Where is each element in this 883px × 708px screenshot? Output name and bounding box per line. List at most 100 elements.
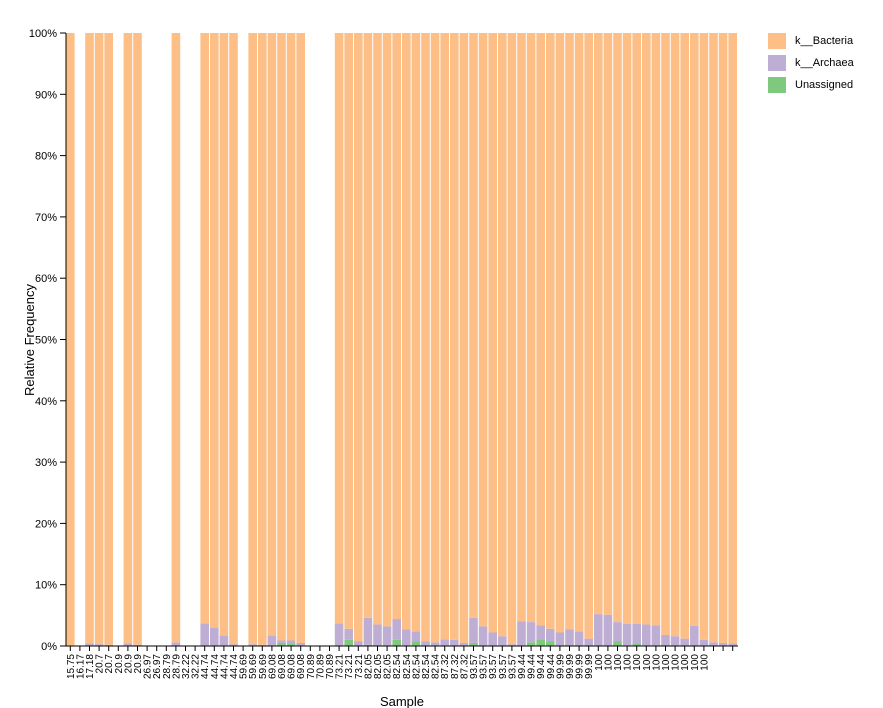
- y-tick-label: 0%: [41, 641, 57, 653]
- bar-segment-karchaea: [469, 617, 478, 643]
- bar-segment-karchaea: [613, 622, 622, 642]
- bar-segment-karchaea: [171, 642, 181, 646]
- x-tick-label: 20.9: [114, 654, 125, 674]
- x-tick-label: 100: [651, 654, 662, 671]
- bar-segment-kbacteria: [526, 33, 536, 623]
- bar-segment-karchaea: [536, 625, 545, 640]
- y-axis: 0% 10% 20% 30% 40% 50% 60% 70% 80% 90% 100%: [29, 28, 67, 653]
- x-tick-label: 32.22: [181, 654, 192, 679]
- x-tick-label: 100: [632, 654, 643, 671]
- bar-segment-karchaea: [267, 635, 277, 646]
- bar-segment-karchaea: [651, 625, 661, 646]
- y-tick-label: 60%: [35, 273, 57, 285]
- bar-segment-karchaea: [670, 636, 680, 646]
- bar-segment-karchaea: [642, 624, 651, 646]
- x-tick-label: 100: [661, 654, 672, 671]
- legend-item-unassigned: Unassigned: [768, 74, 854, 96]
- x-tick-label: 93.57: [488, 654, 499, 679]
- bar-segment-karchaea: [507, 644, 517, 646]
- bar-segment-kbacteria: [450, 33, 459, 640]
- bar-segment-kbacteria: [498, 33, 507, 637]
- bar-segment-karchaea: [603, 614, 613, 646]
- bar-segment-unassigned: [286, 643, 296, 646]
- legend-label-archaea: k__Archaea: [795, 57, 854, 69]
- bar-segment-karchaea: [699, 639, 709, 646]
- x-tick-label: 93.57: [498, 654, 509, 679]
- legend-swatch-bacteria: [768, 33, 786, 49]
- bar-segment-kbacteria: [718, 33, 728, 643]
- x-tick-label: 100: [613, 654, 624, 671]
- x-tick-label: 82.54: [411, 654, 422, 679]
- bar-segment-kbacteria: [670, 33, 680, 637]
- y-tick-label: 30%: [35, 457, 57, 469]
- bar-segment-unassigned: [469, 642, 478, 646]
- bar-segment-kbacteria: [594, 33, 603, 615]
- bar-segment-karchaea: [219, 635, 229, 646]
- bar-segment-karchaea: [277, 640, 286, 643]
- y-tick-label: 20%: [35, 518, 57, 530]
- x-tick-label: 73.21: [344, 654, 355, 679]
- bar-segment-unassigned: [536, 639, 545, 646]
- bar-segment-karchaea: [258, 644, 267, 646]
- x-tick-label: 59.69: [248, 654, 259, 679]
- bar-segment-unassigned: [277, 642, 286, 646]
- bar-segment-karchaea: [210, 627, 219, 646]
- bar-segment-karchaea: [85, 643, 94, 646]
- bar-segment-kbacteria: [66, 33, 75, 646]
- bar-segment-kbacteria: [622, 33, 632, 624]
- bar-segment-kbacteria: [210, 33, 219, 628]
- x-tick-label: 93.57: [479, 654, 490, 679]
- x-tick-label: 44.74: [200, 654, 211, 679]
- bar-segment-kbacteria: [402, 33, 411, 630]
- x-tick-label: 99.99: [584, 654, 595, 679]
- bar-segment-karchaea: [478, 626, 488, 646]
- bar-segment-kbacteria: [85, 33, 94, 644]
- x-tick-label: 70.89: [315, 654, 326, 679]
- bar-segment-kbacteria: [651, 33, 661, 626]
- bar-segment-karchaea: [459, 642, 469, 646]
- bar-segment-kbacteria: [478, 33, 488, 627]
- bar-segment-unassigned: [546, 641, 555, 646]
- x-tick-label: 87.32: [450, 654, 461, 679]
- x-tick-label: 93.57: [469, 654, 480, 679]
- bar-segment-karchaea: [498, 636, 507, 646]
- x-tick-label: 26.97: [152, 654, 163, 679]
- bar-segment-kbacteria: [690, 33, 699, 626]
- x-tick-label: 20.9: [123, 654, 134, 674]
- bar-segment-karchaea: [709, 642, 718, 646]
- bar-segment-unassigned: [526, 642, 536, 646]
- bar-segment-karchaea: [344, 628, 353, 640]
- x-tick-label: 99.44: [527, 654, 538, 679]
- y-tick-label: 90%: [35, 89, 57, 101]
- bar-segment-unassigned: [392, 639, 401, 646]
- bar-segment-karchaea: [248, 644, 257, 646]
- bar-segment-kbacteria: [661, 33, 670, 635]
- bar-segment-kbacteria: [728, 33, 737, 644]
- bar-segment-karchaea: [517, 621, 526, 646]
- bar-segment-kbacteria: [546, 33, 555, 629]
- bar-segment-kbacteria: [699, 33, 709, 640]
- x-tick-label: 20.7: [104, 654, 115, 674]
- bar-segment-kbacteria: [642, 33, 651, 625]
- bar-segment-kbacteria: [613, 33, 622, 623]
- x-tick-label: 20.7: [95, 654, 106, 674]
- bar-segment-kbacteria: [584, 33, 593, 639]
- bar-segment-kbacteria: [680, 33, 689, 639]
- x-tick-label: 100: [594, 654, 605, 671]
- x-tick-label: 93.57: [507, 654, 518, 679]
- x-tick-label: 15.75: [66, 654, 77, 679]
- bar-segment-karchaea: [133, 644, 142, 646]
- legend: k__Bacteria k__Archaea Unassigned: [768, 30, 854, 96]
- bar-segment-karchaea: [421, 641, 430, 646]
- bar-segment-kbacteria: [632, 33, 641, 624]
- y-tick-label: 50%: [35, 335, 57, 347]
- legend-label-bacteria: k__Bacteria: [795, 35, 854, 47]
- bar-segment-kbacteria: [363, 33, 373, 618]
- bar-segment-karchaea: [488, 632, 497, 646]
- bar-segment-unassigned: [411, 641, 421, 646]
- bar-segment-karchaea: [229, 644, 238, 646]
- x-tick-label: 82.05: [363, 654, 374, 679]
- bar-segment-karchaea: [354, 641, 363, 646]
- bar-segment-kbacteria: [555, 33, 565, 633]
